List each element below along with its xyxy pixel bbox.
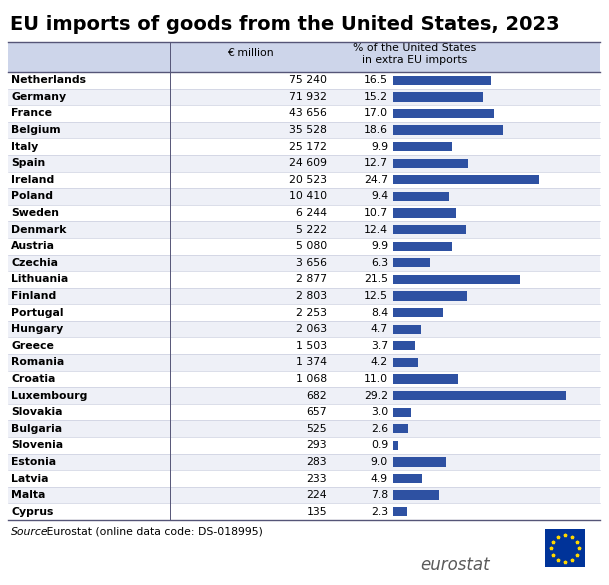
Text: 4.7: 4.7 [371,324,388,334]
Text: 233: 233 [306,473,327,484]
Text: 2.6: 2.6 [371,424,388,433]
Text: Denmark: Denmark [11,225,66,235]
Text: 7.8: 7.8 [371,490,388,500]
Text: France: France [11,108,52,119]
Text: Austria: Austria [11,241,55,251]
Text: Cyprus: Cyprus [11,507,54,517]
Text: 3.0: 3.0 [371,407,388,417]
Text: Estonia: Estonia [11,457,56,467]
Text: 1 374: 1 374 [296,357,327,367]
Text: 10 410: 10 410 [289,191,327,201]
Text: 2 803: 2 803 [296,291,327,301]
Text: 75 240: 75 240 [289,75,327,85]
Text: 12.4: 12.4 [364,225,388,235]
Text: 2 877: 2 877 [296,274,327,284]
Text: 9.9: 9.9 [371,142,388,152]
Text: 4.2: 4.2 [371,357,388,367]
Text: 35 528: 35 528 [289,125,327,135]
Text: 293: 293 [306,441,327,450]
Text: Germany: Germany [11,92,66,102]
Text: € million: € million [227,48,273,58]
Text: Slovenia: Slovenia [11,441,63,450]
Text: 0.9: 0.9 [371,441,388,450]
Text: 5 222: 5 222 [296,225,327,235]
Text: 8.4: 8.4 [371,308,388,318]
Text: 3.7: 3.7 [371,341,388,351]
Text: 25 172: 25 172 [289,142,327,152]
Text: 11.0: 11.0 [364,374,388,384]
Text: 15.2: 15.2 [364,92,388,102]
Text: 43 656: 43 656 [289,108,327,119]
Text: 4.9: 4.9 [371,473,388,484]
Text: Croatia: Croatia [11,374,55,384]
Text: 10.7: 10.7 [364,208,388,218]
Text: 12.7: 12.7 [364,159,388,168]
Text: Source:: Source: [11,527,52,537]
Text: Lithuania: Lithuania [11,274,68,284]
Text: Romania: Romania [11,357,65,367]
Text: 6.3: 6.3 [371,258,388,268]
Text: eurostat: eurostat [420,556,490,574]
Text: 682: 682 [306,391,327,401]
Text: 9.0: 9.0 [371,457,388,467]
Text: 5 080: 5 080 [296,241,327,251]
Text: 24 609: 24 609 [289,159,327,168]
Text: 1 503: 1 503 [296,341,327,351]
Text: Latvia: Latvia [11,473,49,484]
Text: Finland: Finland [11,291,56,301]
Text: Luxembourg: Luxembourg [11,391,87,401]
Text: 2 063: 2 063 [296,324,327,334]
Text: 9.9: 9.9 [371,241,388,251]
Text: Spain: Spain [11,159,45,168]
Text: Slovakia: Slovakia [11,407,63,417]
Text: Belgium: Belgium [11,125,61,135]
Text: Sweden: Sweden [11,208,59,218]
Text: 283: 283 [306,457,327,467]
Text: Ireland: Ireland [11,175,54,185]
Text: 525: 525 [306,424,327,433]
Text: 24.7: 24.7 [364,175,388,185]
Text: Netherlands: Netherlands [11,75,86,85]
Text: 12.5: 12.5 [364,291,388,301]
Text: 21.5: 21.5 [364,274,388,284]
Text: Eurostat (online data code: DS-018995): Eurostat (online data code: DS-018995) [43,527,262,537]
Text: Bulgaria: Bulgaria [11,424,62,433]
Text: EU imports of goods from the United States, 2023: EU imports of goods from the United Stat… [10,15,560,35]
Text: 71 932: 71 932 [289,92,327,102]
Text: Czechia: Czechia [11,258,58,268]
Text: 1 068: 1 068 [296,374,327,384]
Text: 135: 135 [306,507,327,517]
Text: 18.6: 18.6 [364,125,388,135]
Text: 657: 657 [306,407,327,417]
Text: 9.4: 9.4 [371,191,388,201]
Text: 17.0: 17.0 [364,108,388,119]
Text: 6 244: 6 244 [296,208,327,218]
Text: Greece: Greece [11,341,54,351]
Text: 20 523: 20 523 [289,175,327,185]
Text: 16.5: 16.5 [364,75,388,85]
Text: % of the United States
in extra EU imports: % of the United States in extra EU impor… [353,43,477,65]
Text: Portugal: Portugal [11,308,63,318]
Text: Poland: Poland [11,191,53,201]
Text: Hungary: Hungary [11,324,63,334]
Text: 29.2: 29.2 [364,391,388,401]
Text: Italy: Italy [11,142,38,152]
Text: Malta: Malta [11,490,46,500]
Text: 2 253: 2 253 [296,308,327,318]
Text: 224: 224 [306,490,327,500]
Text: 2.3: 2.3 [371,507,388,517]
Text: 3 656: 3 656 [296,258,327,268]
